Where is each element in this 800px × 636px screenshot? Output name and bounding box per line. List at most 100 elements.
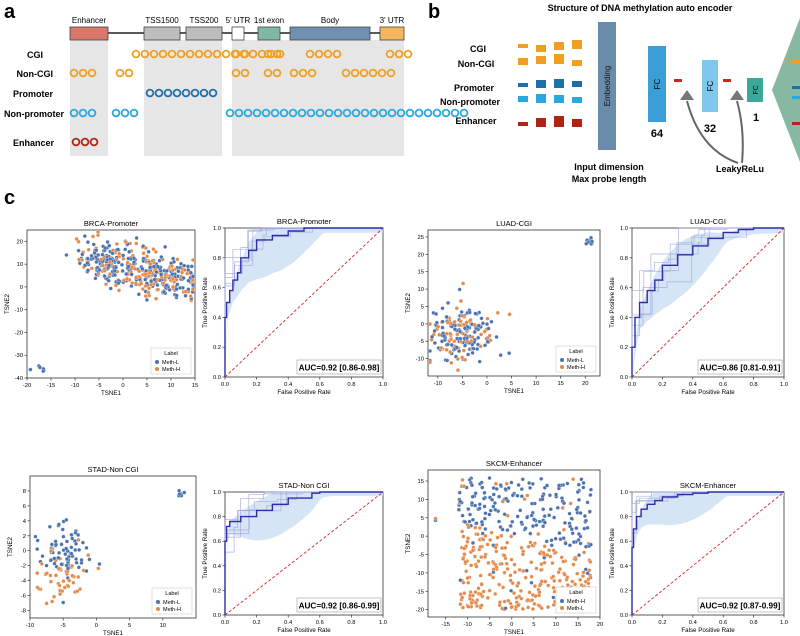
scatter-point [177, 492, 182, 497]
probe-circle-nonpromoter [297, 108, 307, 118]
axes-frame [427, 469, 601, 618]
scatter-point [479, 480, 484, 485]
scatter-point [465, 339, 470, 344]
scatter-point [546, 548, 552, 553]
x-axis-label: False Positive Rate [681, 389, 735, 396]
scatter-point [185, 264, 191, 269]
scatter-point [459, 309, 464, 315]
scatter-point [64, 546, 69, 551]
probe-circle-nonpromoter [306, 108, 316, 118]
scatter-point [570, 579, 575, 584]
scatter-point [148, 265, 153, 270]
x-tick-label: 0.2 [658, 382, 666, 388]
scatter-point [551, 574, 556, 579]
scatter-point [86, 553, 91, 558]
y-tick-label: -2 [21, 564, 26, 570]
scatter-point [74, 236, 79, 242]
fc-block-32 [702, 60, 718, 112]
scatter-point [143, 245, 148, 251]
y-axis-label: True Positive Rate [609, 528, 616, 579]
scatter-point [64, 539, 70, 544]
scatter-point [582, 550, 587, 555]
scatter-point [468, 317, 473, 323]
scatter-point [60, 589, 65, 594]
scatter-point [189, 264, 194, 269]
probe-circle-nonpromoter [270, 108, 280, 118]
y-tick-label: -40 [15, 376, 23, 382]
scatter-point [452, 339, 457, 344]
chart-title: STAD-Non CGI [87, 465, 138, 474]
panel-label-a: a [4, 1, 16, 23]
scatter-point [53, 573, 58, 578]
column-enhancer [70, 40, 108, 156]
scatter-point [432, 340, 437, 346]
scatter-point [528, 531, 533, 536]
scatter-point [99, 257, 104, 262]
probe-circle-nonpromoter [369, 108, 379, 118]
y-tick-label: 0.4 [620, 564, 629, 570]
y-tick-label: 6 [23, 504, 26, 510]
scatter-point [76, 537, 81, 542]
scatter-point [146, 249, 151, 254]
region-box-tss1500 [143, 26, 181, 41]
scatter-point [84, 569, 89, 574]
probe-circle-nonpromoter [78, 108, 88, 118]
input-bars [518, 40, 582, 127]
roc-confidence-band [225, 492, 383, 615]
scatter-point [517, 567, 522, 572]
scatter-point [57, 550, 62, 555]
y-tick-label: 10 [17, 262, 23, 268]
region-label-body: Body [321, 16, 339, 25]
decoder-output-wedge [772, 18, 800, 162]
scatter-point [569, 527, 574, 532]
scatter-point [143, 271, 148, 277]
scatter-point [110, 251, 115, 256]
chart-title: LUAD-CGI [496, 219, 532, 228]
scatter-point [117, 251, 122, 256]
scatter-point [508, 523, 513, 528]
scatter-point [454, 345, 459, 350]
scatter-point [582, 514, 587, 519]
scatter-point [557, 531, 562, 536]
y-tick-label: -5 [419, 553, 424, 559]
input-bar-cgi [554, 42, 564, 50]
probe-circle-cgi [403, 49, 413, 59]
probe-circle-nonpromoter [243, 108, 253, 118]
scatter-point [472, 330, 477, 335]
scatter-point [452, 327, 457, 332]
y-tick-label: -6 [21, 594, 26, 600]
scatter-point [534, 523, 539, 528]
scatter-point [494, 486, 499, 492]
scatter-point [126, 264, 131, 269]
scatter-point [545, 552, 550, 558]
scatter-point [462, 484, 467, 489]
x-tick-label: 0.4 [284, 620, 293, 626]
scatter-point [150, 258, 155, 263]
scatter-point [508, 573, 513, 578]
scatter-point [546, 605, 551, 610]
scatter-point [546, 583, 551, 588]
scatter-point [485, 316, 490, 321]
legend-title: Label [165, 591, 178, 597]
y-tick-label: 4 [23, 519, 27, 525]
scatter-point [76, 532, 81, 538]
scatter-point [525, 493, 530, 498]
scatter-point [473, 590, 478, 595]
scatter-point [460, 605, 466, 610]
fc-label-32: FC [706, 80, 715, 91]
scatter-point [470, 540, 476, 545]
scatter-point [552, 578, 557, 583]
x-axis-label: TSNE1 [504, 388, 525, 395]
scatter-point [133, 281, 138, 286]
scatter-point [486, 560, 491, 565]
y-tick-label: 0 [421, 322, 424, 328]
scatter-point [163, 244, 168, 249]
scatter-point [440, 325, 445, 330]
y-tick-label: 1.0 [213, 226, 221, 232]
scatter-point [59, 542, 64, 547]
scatter-point [534, 566, 539, 571]
mean-roc-curve [224, 227, 383, 377]
x-tick-label: 5 [145, 383, 148, 389]
scatter-point [492, 500, 497, 506]
probe-circle-promoter [190, 88, 200, 98]
